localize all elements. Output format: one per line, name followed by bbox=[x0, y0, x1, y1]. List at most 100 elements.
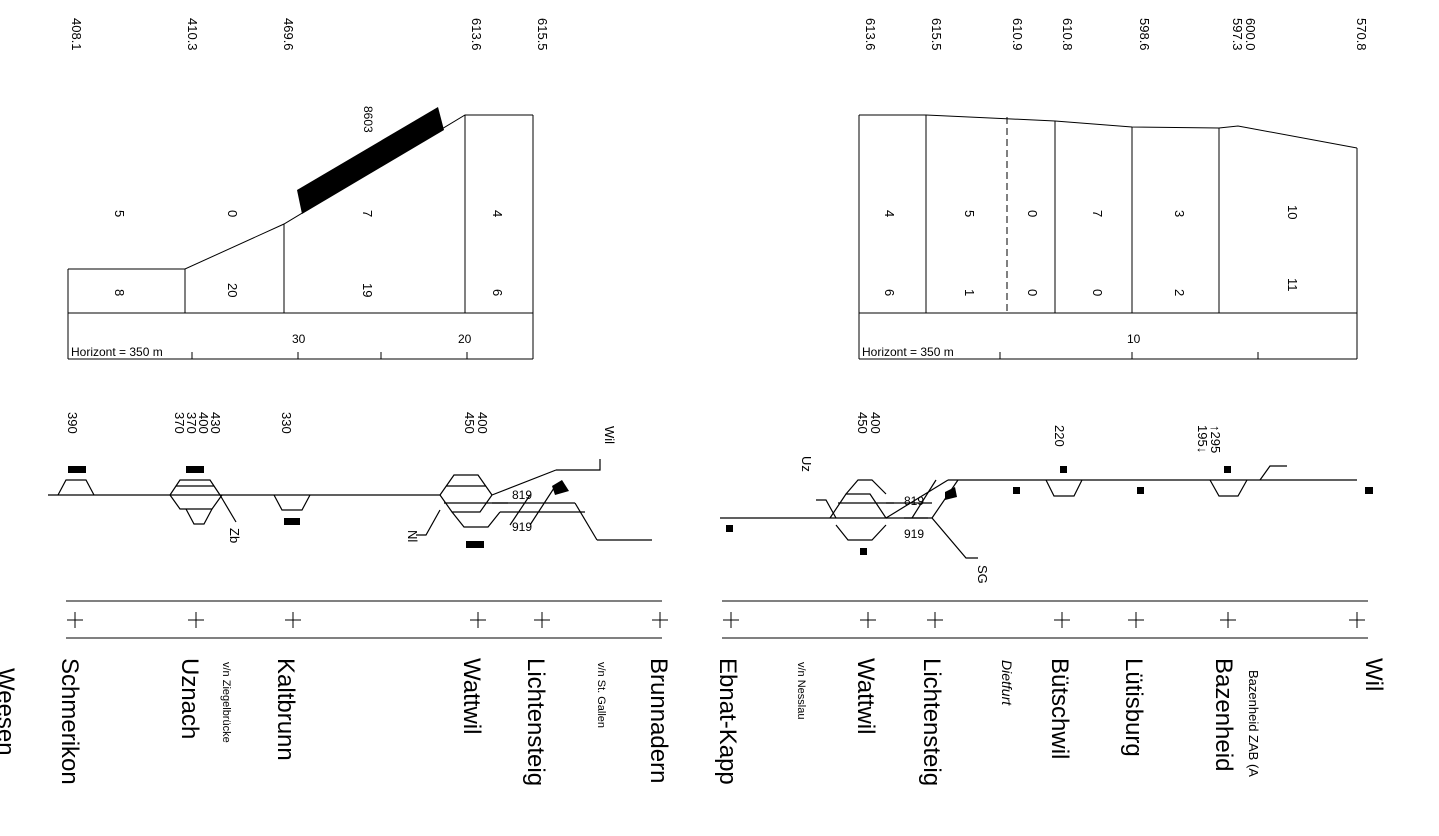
left-track-schematic bbox=[48, 459, 652, 541]
gradient-value: 5 bbox=[112, 210, 127, 217]
right-gradient-values: 10 11 3 2 7 0 0 0 5 1 4 6 Horizont = 350… bbox=[862, 205, 1300, 359]
elevation-label: 600.0 bbox=[1243, 18, 1258, 51]
track-length: 370 bbox=[172, 412, 187, 434]
station-name: Lichtensteig bbox=[918, 658, 945, 786]
track-length: 450 bbox=[462, 412, 477, 434]
right-track-labels: ↑295 195↓ 220 400 450 819 919 Uz SG bbox=[799, 412, 1223, 584]
gradient-value: 6 bbox=[882, 289, 897, 296]
branch-label: SG bbox=[975, 565, 990, 584]
station-name: Lütisburg bbox=[1120, 658, 1147, 757]
gradient-value: 3 bbox=[1172, 210, 1187, 217]
track-length: 430 bbox=[208, 412, 223, 434]
station-note: v/n St. Gallen bbox=[595, 662, 607, 728]
left-track-labels: 400 450 330 430 400 370 370 390 819 919 … bbox=[65, 412, 617, 543]
station-name: Lichtensteig bbox=[522, 658, 549, 786]
km-label: 20 bbox=[458, 332, 472, 346]
gradient-value: 20 bbox=[225, 283, 240, 297]
track-length: 400 bbox=[868, 412, 883, 434]
junction-label: 919 bbox=[512, 520, 532, 534]
horizon-label: Horizont = 350 m bbox=[862, 345, 954, 359]
gradient-value: 7 bbox=[1090, 210, 1105, 217]
left-km-axis bbox=[66, 600, 668, 639]
elevation-label: 615.5 bbox=[929, 18, 944, 51]
gradient-value: 10 bbox=[1285, 205, 1300, 219]
branch-label: Uz bbox=[799, 456, 814, 472]
right-gradient-profile bbox=[858, 114, 1358, 360]
branch-label: Wil bbox=[602, 426, 617, 444]
elevation-label: 408.1 bbox=[69, 18, 84, 51]
elevation-label: 615.5 bbox=[535, 18, 550, 51]
track-length: 330 bbox=[279, 412, 294, 434]
gradient-value: 0 bbox=[1090, 289, 1105, 296]
gradient-value: 4 bbox=[882, 210, 897, 217]
elevation-label: 610.8 bbox=[1060, 18, 1075, 51]
track-length: 195↓ bbox=[1195, 425, 1210, 453]
right-km-axis bbox=[722, 600, 1368, 639]
station-name: Brunnadern bbox=[645, 658, 672, 783]
right-signals bbox=[726, 466, 1373, 555]
right-profile-line bbox=[859, 114, 1358, 149]
junction-label: 819 bbox=[512, 488, 532, 502]
right-track-schematic bbox=[720, 465, 1357, 559]
station-note: Bazenheid ZAB (A bbox=[1246, 670, 1261, 777]
elevation-label: 610.9 bbox=[1010, 18, 1025, 51]
gradient-value: 0 bbox=[225, 210, 240, 217]
elevation-label: 613.6 bbox=[469, 18, 484, 51]
left-gradient-profile bbox=[67, 114, 534, 360]
station-name: Bütschwil bbox=[1046, 658, 1073, 759]
elevation-label: 597.3 bbox=[1230, 18, 1245, 51]
gradient-value: 0 bbox=[1025, 210, 1040, 217]
elevation-label: 613.6 bbox=[863, 18, 878, 51]
station-name: Weesen bbox=[0, 668, 19, 756]
station-name: Kaltbrunn bbox=[272, 658, 299, 761]
station-name: Ebnat-Kapp bbox=[714, 658, 741, 785]
gradient-value: 2 bbox=[1172, 289, 1187, 296]
gradient-value: 5 bbox=[962, 210, 977, 217]
left-station-names: Brunnadern v/n St. Gallen Lichtensteig W… bbox=[0, 658, 672, 786]
station-name: Wil bbox=[1360, 658, 1387, 691]
tunnel-label: 8603 bbox=[361, 106, 375, 133]
branch-label: Nl bbox=[405, 530, 420, 542]
km-label: 10 bbox=[1127, 332, 1141, 346]
elevation-label: 570.8 bbox=[1354, 18, 1369, 51]
km-label: 30 bbox=[292, 332, 306, 346]
station-note: v/n Ziegelbrücke bbox=[220, 662, 232, 743]
gradient-value: 6 bbox=[490, 289, 505, 296]
gradient-value: 7 bbox=[360, 210, 375, 217]
gradient-value: 19 bbox=[360, 283, 375, 297]
station-name: Bazenheid bbox=[1210, 658, 1237, 771]
junction-label: 919 bbox=[904, 527, 924, 541]
left-elevation-labels: 615.5 613.6 469.6 410.3 408.1 bbox=[69, 18, 550, 51]
junction-label: 819 bbox=[904, 494, 924, 508]
track-length: 450 bbox=[855, 412, 870, 434]
horizon-label: Horizont = 350 m bbox=[71, 345, 163, 359]
track-length: 390 bbox=[65, 412, 80, 434]
track-length: 400 bbox=[475, 412, 490, 434]
station-name: Wattwil bbox=[852, 658, 879, 734]
station-name: Uznach bbox=[176, 658, 203, 739]
branch-label: Zb bbox=[227, 528, 242, 543]
gradient-value: 11 bbox=[1285, 278, 1300, 292]
station-name: Schmerikon bbox=[56, 658, 83, 785]
gradient-value: 0 bbox=[1025, 289, 1040, 296]
right-station-names: Wil Bazenheid Bazenheid ZAB (A Lütisburg… bbox=[714, 658, 1387, 786]
elevation-label: 469.6 bbox=[281, 18, 296, 51]
elevation-label: 598.6 bbox=[1137, 18, 1152, 51]
station-name: Wattwil bbox=[458, 658, 485, 734]
left-gradient-values: 8603 4 6 7 19 0 20 5 8 Horizont = 350 m … bbox=[71, 106, 505, 359]
tunnel-bar bbox=[297, 107, 444, 214]
station-note: v/n Nesslau bbox=[795, 662, 807, 719]
track-length: 370 bbox=[184, 412, 199, 434]
left-signals bbox=[68, 466, 569, 548]
track-length: 400 bbox=[196, 412, 211, 434]
gradient-value: 8 bbox=[112, 289, 127, 296]
track-length: ↑295 bbox=[1208, 425, 1223, 453]
elevation-label: 410.3 bbox=[185, 18, 200, 51]
gradient-value: 4 bbox=[490, 210, 505, 217]
gradient-value: 1 bbox=[962, 289, 977, 296]
track-length: 220 bbox=[1052, 425, 1067, 447]
station-name: Dietfurt bbox=[999, 660, 1015, 706]
right-elevation-labels: 570.8 600.0 597.3 598.6 610.8 610.9 615.… bbox=[863, 18, 1369, 51]
